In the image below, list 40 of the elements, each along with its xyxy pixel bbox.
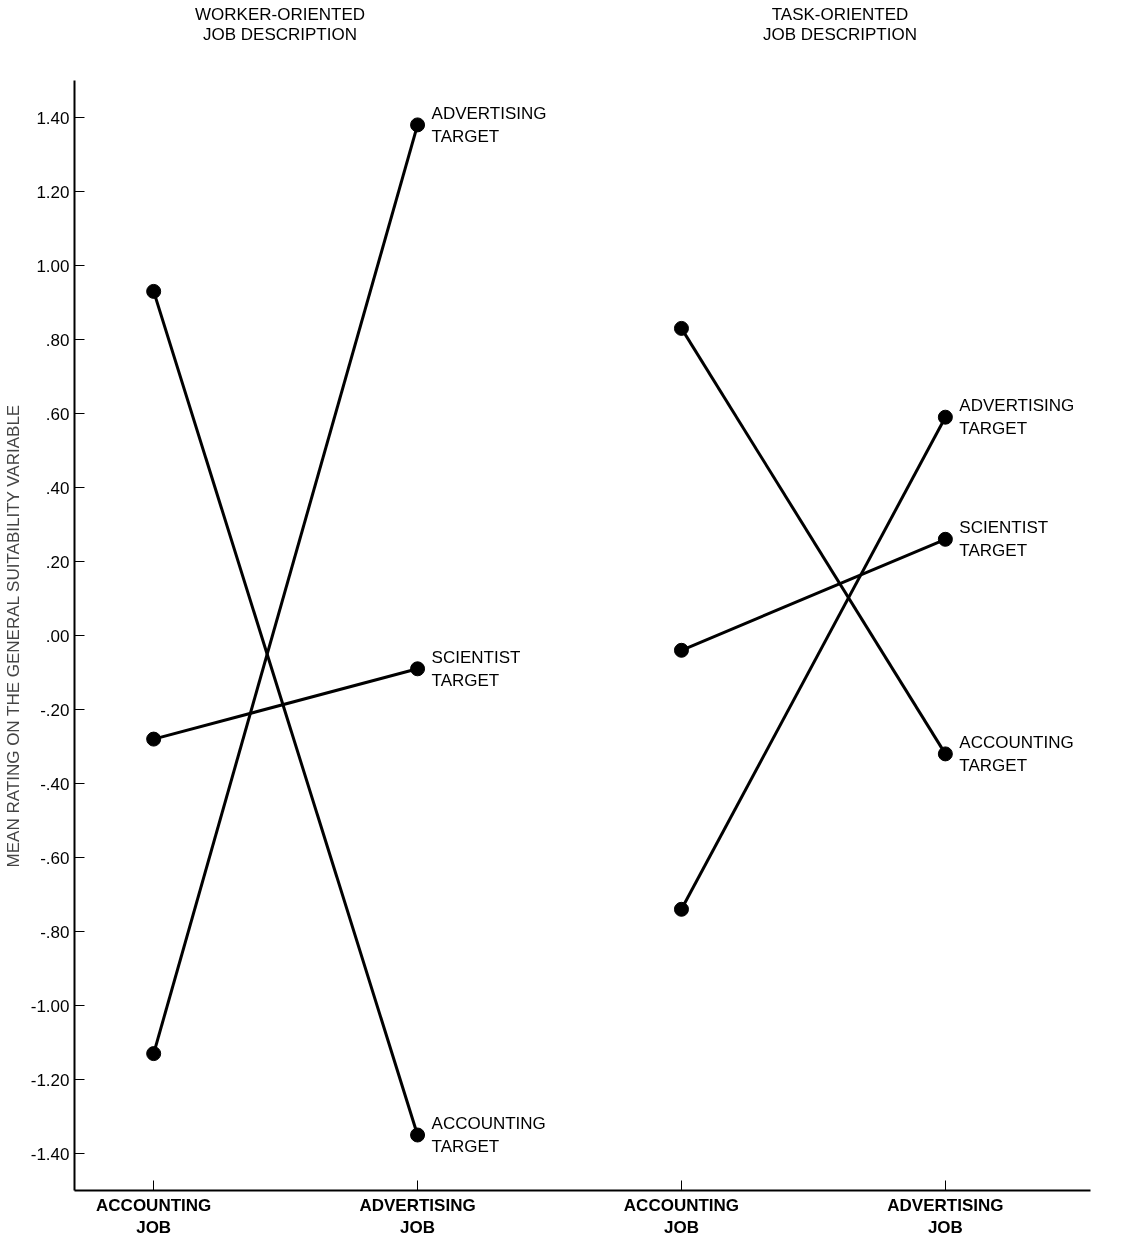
- series-label: SCIENTIST TARGET: [959, 518, 1049, 561]
- y-tick-label: -.80: [40, 922, 70, 942]
- y-tick-label: .80: [45, 330, 70, 350]
- y-tick-label: 1.20: [36, 182, 70, 202]
- x-tick-label: ACCOUNTING JOB: [623, 1195, 740, 1238]
- y-tick-label: .00: [45, 626, 70, 646]
- point: [673, 901, 689, 917]
- point: [410, 117, 426, 133]
- point: [410, 661, 426, 677]
- y-tick-label: 1.00: [36, 256, 70, 276]
- series-label: ADVERTISING TARGET: [431, 104, 547, 146]
- y-tick-label: -.40: [40, 774, 70, 794]
- point: [146, 731, 162, 747]
- y-tick-label: .40: [45, 478, 70, 498]
- text: TASK-ORIENTED JOB DESCRIPTION: [763, 5, 917, 46]
- series-label: ACCOUNTING TARGET: [959, 733, 1074, 775]
- point: [146, 283, 162, 299]
- point: [673, 642, 689, 658]
- x-tick-label: ADVERTISING JOB: [359, 1195, 476, 1238]
- y-tick-label: .60: [45, 404, 70, 424]
- y-tick-label: -1.40: [30, 1144, 70, 1164]
- y-tick-label: -1.00: [30, 996, 70, 1016]
- point: [410, 1127, 426, 1143]
- series-label: ACCOUNTING TARGET: [431, 1114, 546, 1156]
- y-tick-label: -.60: [40, 848, 70, 868]
- point: [937, 746, 953, 762]
- point: [937, 531, 953, 547]
- y-tick-label: -.20: [40, 700, 70, 720]
- series-label: ADVERTISING TARGET: [959, 396, 1075, 439]
- point: [673, 320, 689, 336]
- x-tick-label: ADVERTISING JOB: [887, 1195, 1004, 1238]
- series-label: SCIENTIST TARGET: [431, 647, 521, 690]
- y-axis-title: MEAN RATING ON THE GENERAL SUITABILITY VARIABLE: [3, 404, 23, 868]
- point: [146, 1046, 162, 1062]
- point: [937, 409, 953, 425]
- y-tick-label: .20: [45, 552, 70, 572]
- y-tick-label: 1.40: [36, 108, 70, 128]
- x-tick-label: ACCOUNTING JOB: [96, 1195, 212, 1238]
- y-tick-label: -1.20: [30, 1070, 70, 1090]
- text: WORKER-ORIENTED JOB DESCRIPTION: [195, 5, 365, 46]
